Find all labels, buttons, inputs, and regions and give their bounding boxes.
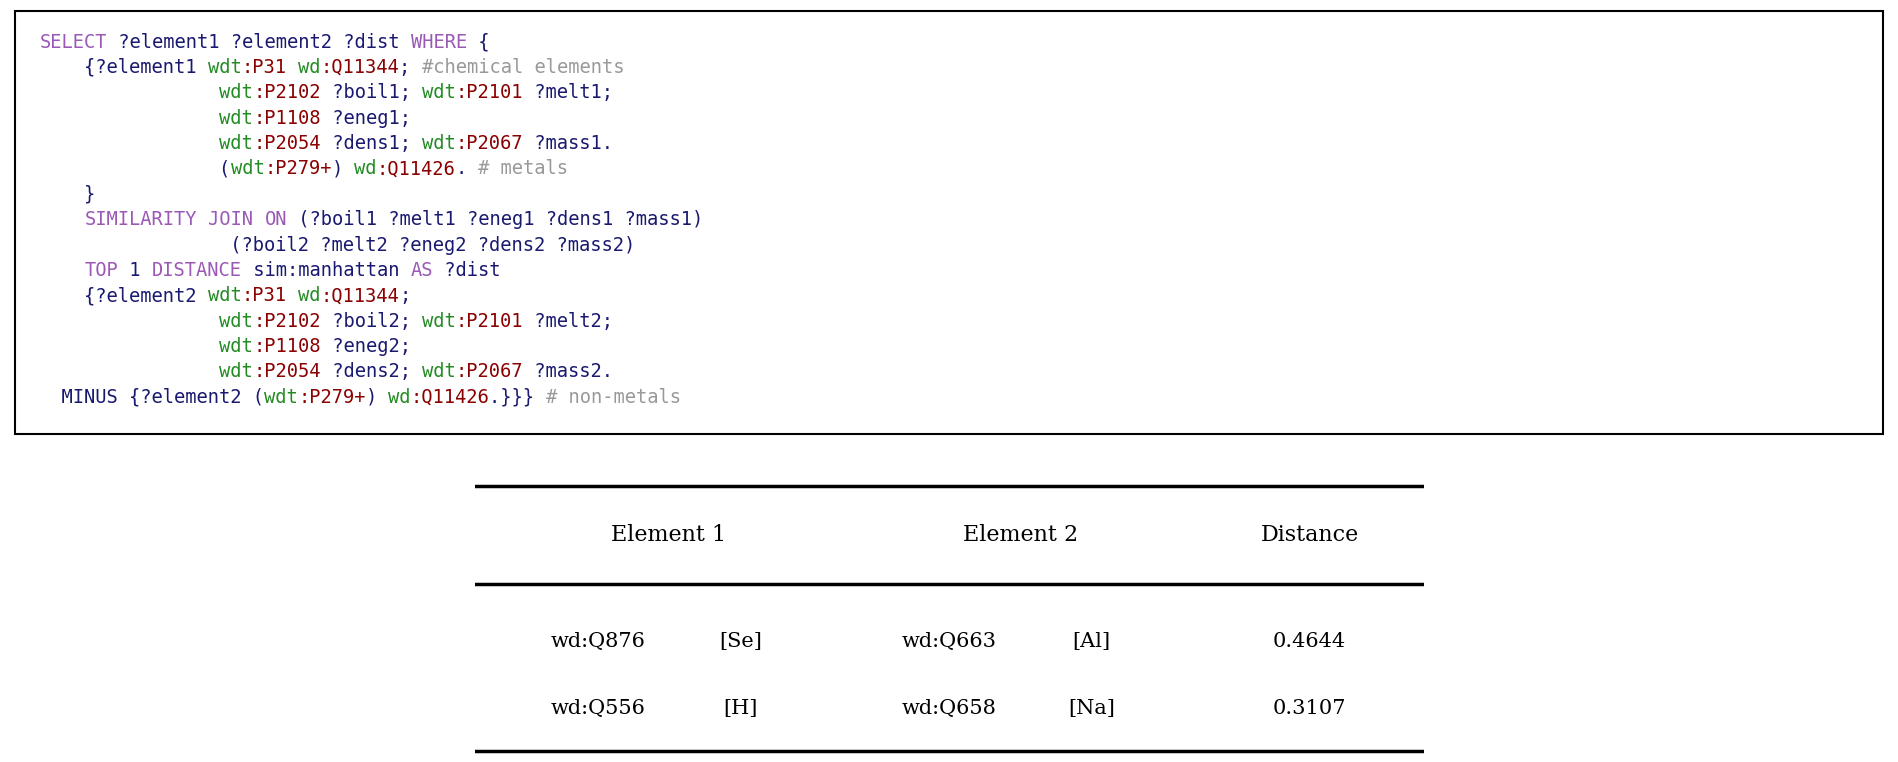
Text: :Q11344: :Q11344 [321, 58, 399, 77]
Text: wdt: wdt [264, 388, 298, 407]
Text: :P2054: :P2054 [252, 134, 321, 153]
Text: wd: wd [355, 159, 378, 178]
Text: :P1108: :P1108 [252, 109, 321, 128]
Text: wdt: wdt [209, 287, 241, 306]
Text: ON: ON [264, 210, 287, 229]
Text: AS: AS [410, 261, 433, 280]
Text: Element 1: Element 1 [611, 524, 727, 546]
Text: ?melt2;: ?melt2; [524, 312, 613, 331]
Text: #chemical elements: #chemical elements [421, 58, 624, 77]
Text: SIMILARITY: SIMILARITY [85, 210, 197, 229]
Text: ?eneg2;: ?eneg2; [321, 337, 410, 356]
Text: :P279+: :P279+ [298, 388, 366, 407]
Text: ?dens1;: ?dens1; [321, 134, 421, 153]
Text: WHERE: WHERE [410, 33, 467, 52]
Text: JOIN: JOIN [209, 210, 252, 229]
Text: wd:Q876: wd:Q876 [550, 632, 645, 651]
Text: :P2102: :P2102 [252, 83, 321, 102]
Text: wdt: wdt [421, 312, 456, 331]
Text: wdt: wdt [220, 109, 252, 128]
Text: ): ) [332, 159, 355, 178]
Text: ): ) [366, 388, 389, 407]
Text: :P2054: :P2054 [252, 363, 321, 382]
Text: wd:Q556: wd:Q556 [550, 700, 645, 718]
Text: ?dist: ?dist [433, 261, 501, 280]
Text: sim:manhattan: sim:manhattan [241, 261, 410, 280]
Text: .}}}: .}}} [490, 388, 547, 407]
Text: :P2067: :P2067 [456, 134, 524, 153]
Text: DISTANCE: DISTANCE [152, 261, 241, 280]
Text: :P31: :P31 [241, 287, 287, 306]
Text: ?eneg1;: ?eneg1; [321, 109, 410, 128]
Text: wdt: wdt [421, 363, 456, 382]
Text: :P31: :P31 [241, 58, 287, 77]
Text: wd:Q658: wd:Q658 [902, 700, 996, 718]
Text: ?mass1.: ?mass1. [524, 134, 613, 153]
Text: [Se]: [Se] [719, 632, 761, 651]
Text: :P2101: :P2101 [456, 83, 524, 102]
Text: [H]: [H] [723, 700, 757, 718]
Text: :P2101: :P2101 [456, 312, 524, 331]
Text: SELECT: SELECT [40, 33, 106, 52]
Text: :Q11426: :Q11426 [378, 159, 456, 178]
Text: :P2067: :P2067 [456, 363, 524, 382]
Text: (?boil1 ?melt1 ?eneg1 ?dens1 ?mass1): (?boil1 ?melt1 ?eneg1 ?dens1 ?mass1) [287, 210, 704, 229]
Text: [Al]: [Al] [1072, 632, 1110, 651]
Text: {: { [467, 33, 490, 52]
Text: MINUS: MINUS [40, 388, 129, 407]
Text: (: ( [40, 159, 232, 178]
Text: :P2102: :P2102 [252, 312, 321, 331]
Text: wdt: wdt [220, 363, 252, 382]
Text: 0.3107: 0.3107 [1274, 700, 1346, 718]
FancyBboxPatch shape [15, 11, 1883, 434]
Text: wd: wd [298, 58, 321, 77]
Text: ?boil2;: ?boil2; [321, 312, 421, 331]
Text: wdt: wdt [232, 159, 264, 178]
Text: # metals: # metals [478, 159, 568, 178]
Text: wdt: wdt [220, 312, 252, 331]
Text: wd: wd [298, 287, 321, 306]
Text: ;: ; [399, 58, 421, 77]
Text: ?dens2;: ?dens2; [321, 363, 421, 382]
Text: ?melt1;: ?melt1; [524, 83, 613, 102]
Text: }: } [40, 185, 95, 203]
Text: 1: 1 [118, 261, 152, 280]
Text: wdt: wdt [209, 58, 241, 77]
Text: 0.4644: 0.4644 [1274, 632, 1346, 651]
Text: wdt: wdt [421, 83, 456, 102]
Text: # non-metals: # non-metals [547, 388, 681, 407]
Text: wdt: wdt [220, 134, 252, 153]
Text: :Q11344: :Q11344 [321, 287, 399, 306]
Text: wdt: wdt [220, 337, 252, 356]
Text: wd:Q663: wd:Q663 [902, 632, 996, 651]
Text: Element 2: Element 2 [962, 524, 1078, 546]
Text: {?element1: {?element1 [40, 58, 209, 77]
Text: wdt: wdt [421, 134, 456, 153]
Text: :P1108: :P1108 [252, 337, 321, 356]
Text: [Na]: [Na] [1069, 700, 1114, 718]
Text: :Q11426: :Q11426 [410, 388, 490, 407]
Text: ?boil1;: ?boil1; [321, 83, 421, 102]
Text: {?element2 (: {?element2 ( [129, 388, 264, 407]
Text: TOP: TOP [85, 261, 118, 280]
Text: (?boil2 ?melt2 ?eneg2 ?dens2 ?mass2): (?boil2 ?melt2 ?eneg2 ?dens2 ?mass2) [40, 235, 636, 255]
Text: :P279+: :P279+ [264, 159, 332, 178]
Text: ;: ; [399, 287, 410, 306]
Text: wd: wd [389, 388, 410, 407]
Text: Distance: Distance [1260, 524, 1359, 546]
Text: {?element2: {?element2 [40, 287, 209, 306]
Text: wdt: wdt [220, 83, 252, 102]
Text: ?mass2.: ?mass2. [524, 363, 613, 382]
Text: .: . [456, 159, 478, 178]
Text: ?element1 ?element2 ?dist: ?element1 ?element2 ?dist [106, 33, 410, 52]
